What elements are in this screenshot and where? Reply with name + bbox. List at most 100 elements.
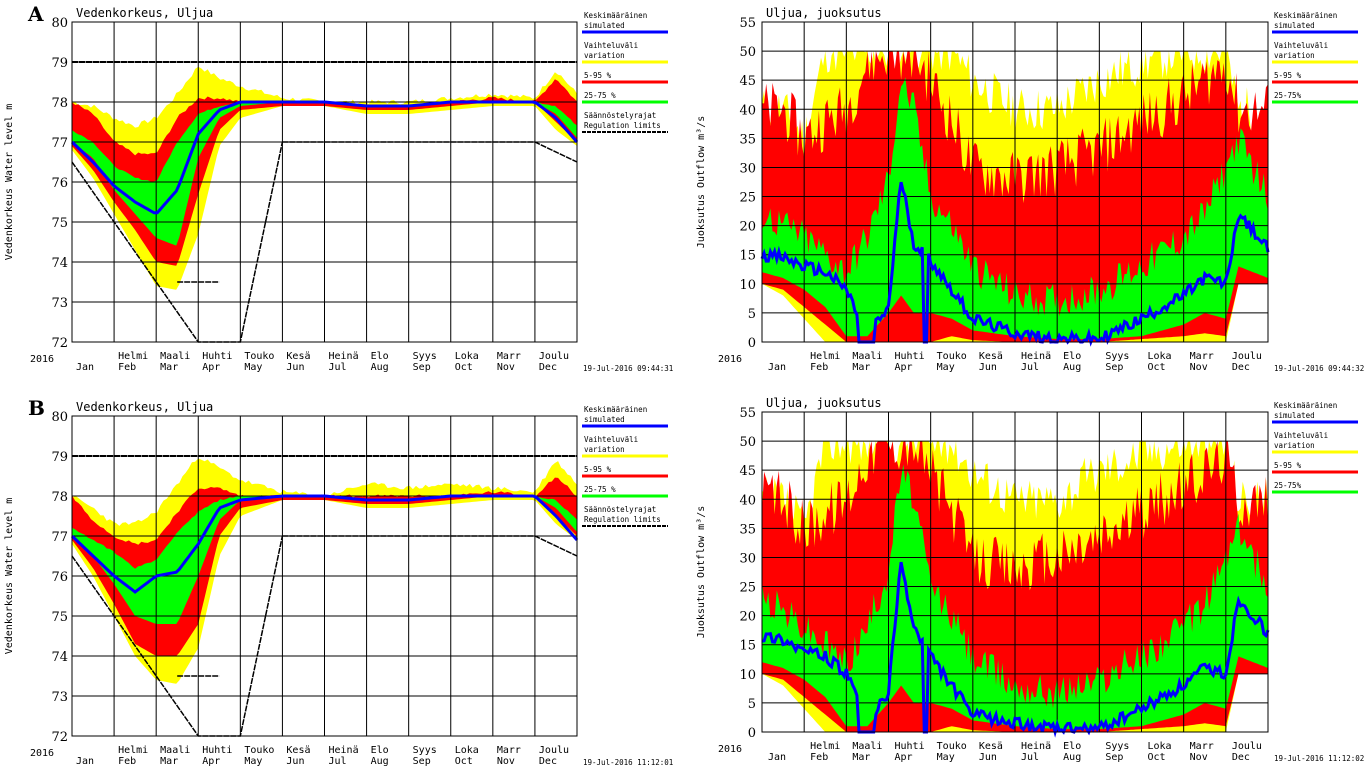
flow-chart-1: 0 5 10 15 20 25 30 35 40 45 50 55 Uljua, juoksutus Ju… (696, 6, 1364, 373)
y-tick-label: 0 (748, 726, 756, 741)
simulated-line (760, 181, 1270, 347)
month-label-fi: Syys (1105, 741, 1129, 752)
y-tick-label: 30 (739, 551, 756, 566)
month-label-fi: Elo (1063, 741, 1081, 752)
month-label-fi: Helmi (810, 741, 840, 752)
y-tick-label: 55 (739, 16, 756, 31)
month-label-en: Apr (895, 362, 913, 373)
month-label-en: Jul (1021, 362, 1039, 373)
month-label-fi: Helmi (118, 351, 148, 362)
legend-label: 25-75 % (584, 485, 616, 494)
month-label-fi: Joulu (539, 351, 569, 362)
month-label-fi: Kesä (979, 741, 1003, 752)
month-label-fi: Maali (160, 351, 190, 362)
timestamp-label: 19-Jul-2016 09:44:31 (583, 364, 673, 373)
y-tick-label: 25 (739, 191, 756, 206)
month-label-en: Nov (497, 362, 515, 373)
simulated-line (761, 561, 1270, 738)
month-label-fi: Joulu (539, 745, 569, 756)
month-label-en: Jul (329, 756, 347, 767)
legend-label: Regulation limits (584, 121, 661, 130)
month-label-fi: Marr (1190, 741, 1214, 752)
y-tick-label: 76 (51, 176, 68, 191)
month-label-fi: Kesä (979, 351, 1003, 362)
month-label-fi: Syys (413, 745, 437, 756)
legend-label: 5-95 % (1274, 71, 1302, 80)
y-axis-label: Vedenkorkeus Water level m (4, 498, 15, 655)
y-tick-label: 40 (739, 493, 756, 508)
legend-label: variation (1274, 441, 1315, 450)
month-label-en: Mar (160, 362, 178, 373)
month-label-fi: Touko (244, 351, 274, 362)
month-label-en: Sep (1105, 362, 1123, 373)
legend-label: simulated (584, 21, 625, 30)
y-tick-label: 73 (51, 690, 68, 705)
chart-title: Vedenkorkeus, Uljua (76, 6, 213, 20)
y-tick-label: 5 (748, 307, 756, 322)
panel-letter: B (28, 396, 45, 420)
simulated-line (70, 494, 579, 594)
legend-label: Vaihteluväli (584, 435, 638, 444)
month-label-en: May (244, 756, 262, 767)
panel-letter: A (27, 2, 44, 26)
month-label-en: Sep (413, 756, 431, 767)
flow-chart-3: 0 5 10 15 20 25 30 35 40 45 50 55 Uljua, juoksutus Ju… (696, 396, 1364, 763)
month-label-en: Nov (1190, 752, 1208, 763)
month-label-en: Aug (1063, 362, 1081, 373)
month-label-fi: Touko (937, 741, 967, 752)
month-label-fi: Huhti (202, 745, 232, 756)
month-label-en: Jun (979, 752, 997, 763)
month-label-fi: Maali (852, 741, 882, 752)
month-label-fi: Loka (455, 351, 479, 362)
month-label-fi: Marr (497, 351, 521, 362)
month-label-fi: Elo (371, 745, 389, 756)
month-label-fi: Maali (852, 351, 882, 362)
chart-title: Uljua, juoksutus (766, 6, 882, 20)
month-label-fi: Heinä (1021, 741, 1051, 752)
month-label-fi: Touko (937, 351, 967, 362)
y-axis-label: Vedenkorkeus Water level m (4, 104, 15, 261)
month-label-fi: Huhti (895, 741, 925, 752)
month-label-fi: Heinä (1021, 351, 1051, 362)
month-label-en: Oct (1148, 362, 1166, 373)
y-tick-label: 10 (739, 278, 756, 293)
month-label-en: Oct (455, 756, 473, 767)
y-tick-label: 79 (51, 450, 68, 465)
month-label-en: Aug (1063, 752, 1081, 763)
y-tick-label: 45 (739, 464, 756, 479)
month-label-en: Apr (895, 752, 913, 763)
month-label-en: Aug (371, 362, 389, 373)
y-tick-label: 75 (51, 216, 68, 231)
month-label-fi: Joulu (1232, 741, 1262, 752)
legend-label: 5-95 % (1274, 461, 1302, 470)
y-tick-label: 79 (51, 56, 68, 71)
year-label: 2016 (718, 354, 742, 365)
legend-label: simulated (584, 415, 625, 424)
y-tick-label: 72 (51, 730, 68, 745)
month-label-en: May (244, 362, 262, 373)
month-label-en: Mar (852, 752, 870, 763)
month-label-fi: Kesä (286, 351, 310, 362)
month-label-en: Dec (1232, 752, 1250, 763)
chart-title: Vedenkorkeus, Uljua (76, 400, 213, 414)
y-tick-label: 50 (739, 435, 756, 450)
month-label-fi: Marr (1190, 351, 1214, 362)
plot-frame (761, 21, 1269, 343)
month-label-en: Dec (539, 756, 557, 767)
month-label-fi: Touko (244, 745, 274, 756)
legend-label: 5-95 % (584, 71, 612, 80)
legend-label: variation (1274, 51, 1315, 60)
month-label-fi: Elo (1063, 351, 1081, 362)
simulated-line (70, 100, 579, 215)
y-tick-label: 50 (739, 45, 756, 60)
regulation-lower-line (282, 141, 578, 163)
month-label-fi: Maali (160, 745, 190, 756)
y-tick-label: 20 (739, 220, 756, 235)
month-label-fi: Elo (371, 351, 389, 362)
y-tick-label: 55 (739, 406, 756, 421)
plot-frame (71, 21, 578, 343)
legend-label: Keskimääräinen (584, 11, 647, 20)
month-label-en: May (937, 362, 955, 373)
month-label-en: Mar (160, 756, 178, 767)
